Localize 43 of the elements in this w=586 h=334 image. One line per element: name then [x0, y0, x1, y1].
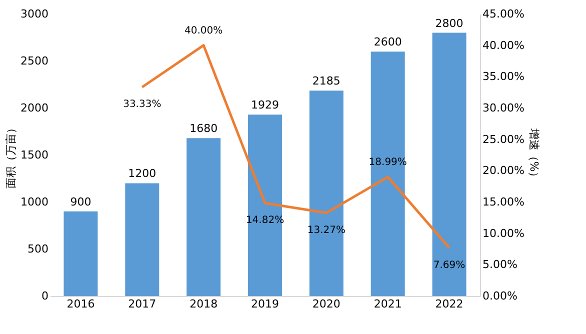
y-tick-label: 1000 [20, 196, 48, 208]
y2-tick-label: 15.00% [482, 196, 524, 208]
y2-axis-title: 增速（%） [527, 127, 540, 183]
bar [248, 114, 282, 296]
data-label: 2185 [312, 74, 340, 88]
x-tick-label: 2017 [128, 298, 156, 310]
x-tick-label: 2021 [374, 298, 402, 310]
y2-tick-label: 10.00% [482, 226, 524, 240]
data-label: 1929 [251, 98, 279, 112]
x-tick-label: 2022 [435, 298, 464, 310]
y2-tick-label: 0.00% [482, 290, 518, 302]
y-axis-title: 面积（万亩） [4, 122, 18, 188]
y2-tick-label: 20.00% [482, 164, 524, 178]
y2-tick-label: 5.00% [482, 258, 518, 272]
x-tick-label: 2019 [251, 298, 279, 310]
data-label: 2600 [374, 36, 402, 49]
y-tick-label: 1500 [20, 148, 48, 162]
data-label: 7.69% [433, 260, 466, 271]
data-label: 33.33% [123, 99, 162, 110]
x-tick-label: 2016 [66, 298, 95, 310]
x-tick-label: 2020 [312, 298, 340, 310]
y2-tick-label: 25.00% [482, 132, 524, 146]
y-tick-label: 2000 [20, 102, 48, 114]
bar [186, 138, 221, 296]
y-tick-label: 2500 [20, 54, 48, 68]
y2-tick-label: 35.00% [482, 70, 524, 84]
data-label: 900 [70, 195, 92, 208]
bar [309, 90, 344, 296]
y-tick-label: 3000 [20, 8, 48, 20]
bar [64, 211, 98, 296]
y-tick-label: 0 [42, 290, 48, 302]
y2-tick-label: 40.00% [482, 38, 524, 52]
y2-tick-label: 30.00% [482, 102, 524, 114]
data-label: 40.00% [184, 25, 223, 36]
data-label: 2800 [435, 16, 464, 30]
x-tick-label: 2018 [190, 298, 218, 310]
y2-tick-label: 45.00% [482, 8, 524, 20]
bar [370, 52, 405, 296]
bar [125, 183, 160, 296]
bar [432, 32, 466, 296]
y-tick-label: 500 [28, 242, 48, 256]
data-label: 1680 [190, 122, 218, 136]
data-label: 1200 [128, 167, 156, 180]
